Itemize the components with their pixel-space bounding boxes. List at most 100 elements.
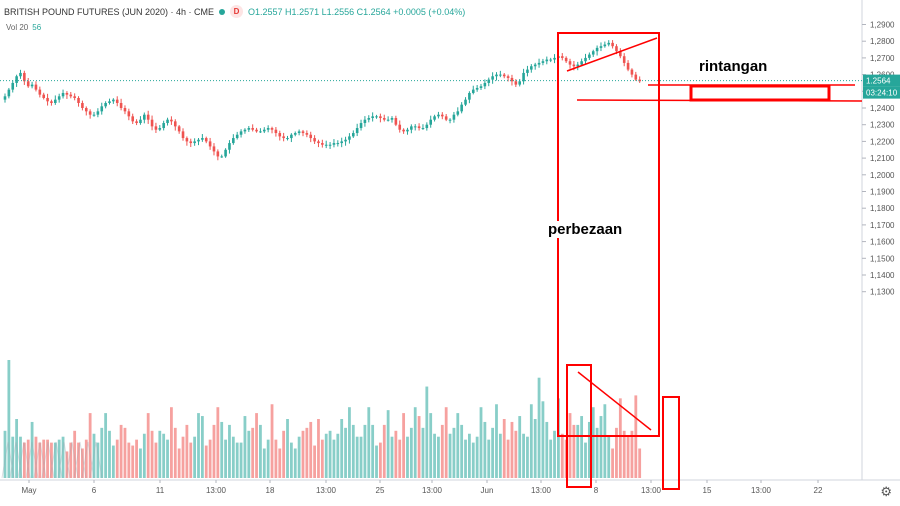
candle-body: [96, 111, 100, 115]
candle-body: [533, 64, 537, 67]
volume-bar: [622, 430, 626, 478]
volume-bar: [197, 413, 200, 478]
candle-body: [270, 128, 274, 130]
candle-body: [630, 69, 634, 75]
price-tick-label: 1,1700: [870, 221, 895, 230]
ohlc-readout: O1.2557 H1.2571 L1.2556 C1.2564 +0.0005 …: [248, 6, 466, 17]
candle-body: [541, 61, 545, 63]
time-tick-label: 11: [156, 486, 165, 495]
candle-body: [514, 81, 518, 85]
candle-body: [73, 96, 76, 98]
candle-body: [81, 102, 84, 108]
candle-body: [290, 134, 293, 139]
candle-body: [154, 126, 158, 130]
candle-body: [386, 119, 390, 121]
candle-body: [379, 116, 382, 119]
candle-body: [235, 134, 239, 139]
volume-bar: [402, 413, 406, 478]
candle-body: [293, 133, 297, 135]
current-price-label: 1.2564: [866, 77, 891, 86]
volume-bar: [286, 419, 289, 478]
watermark-stroke: [33, 441, 47, 479]
volume-bar: [522, 433, 525, 478]
volume-bar: [92, 433, 96, 478]
volume-bar: [448, 433, 452, 478]
candle-body: [181, 131, 185, 139]
volume-bar: [440, 424, 444, 478]
volume-bar: [390, 436, 394, 478]
candle-body: [375, 116, 378, 118]
volume-bar: [452, 427, 456, 478]
candle-body: [23, 72, 26, 82]
time-tick-label: 25: [376, 486, 385, 495]
time-tick-label: 15: [703, 486, 712, 495]
volume-bar: [53, 442, 57, 478]
candle-body: [11, 82, 15, 90]
volume-bar: [479, 407, 483, 478]
time-tick-label: 18: [266, 486, 275, 495]
candle-body: [201, 138, 204, 140]
candle-body: [112, 99, 115, 102]
volume-bar: [495, 404, 498, 478]
candle-body: [371, 116, 374, 119]
candle-body: [324, 144, 328, 146]
volume-bar: [425, 386, 429, 478]
gear-icon[interactable]: ⚙: [880, 484, 892, 499]
volume-bar: [429, 413, 433, 478]
candle-body: [599, 46, 603, 48]
volume-bar: [545, 421, 549, 478]
candle-body: [123, 108, 127, 112]
volume-bar: [185, 424, 189, 478]
volume-bar: [305, 427, 309, 478]
volume-bar: [417, 416, 421, 478]
volume-bar: [57, 439, 61, 478]
candle-body: [216, 151, 220, 157]
candle-body: [143, 114, 146, 120]
candle-body: [42, 94, 45, 98]
candle-body: [166, 119, 169, 124]
volume-bar: [177, 448, 181, 478]
volume-bar: [406, 436, 409, 478]
volume-bar: [193, 436, 197, 478]
candle-body: [301, 131, 305, 134]
volume-bar: [142, 433, 146, 478]
volume-bar: [502, 419, 506, 478]
candle-body: [611, 42, 614, 47]
volume-bar: [81, 448, 84, 478]
current-price-marker: [863, 74, 900, 87]
volume-bar: [15, 419, 19, 478]
price-tick-label: 1,2700: [870, 54, 895, 63]
volume-bar: [626, 436, 630, 478]
candle-body: [100, 106, 104, 112]
market-status-icon: [219, 8, 226, 15]
candle-body: [259, 131, 262, 133]
volume-bar: [158, 430, 162, 478]
volume-bar: [483, 421, 487, 478]
candle-body: [499, 74, 502, 76]
volume-bar: [170, 407, 173, 478]
volume-bar: [541, 401, 545, 478]
watermark-stroke: [65, 441, 79, 479]
volume-bar: [200, 416, 204, 478]
candle-body: [580, 61, 583, 65]
volume-bar: [464, 439, 467, 478]
time-tick-label: 13:00: [531, 486, 552, 495]
candle-body: [355, 128, 359, 134]
candle-body: [460, 104, 463, 112]
volume-bar: [50, 442, 53, 478]
volume-bar: [351, 424, 355, 478]
candle-body: [313, 138, 316, 142]
candle-body: [162, 123, 165, 129]
volume-bar: [529, 404, 533, 478]
volume-bar: [216, 407, 220, 478]
volume-bar: [266, 439, 270, 478]
price-tick-label: 1,1400: [870, 271, 895, 280]
volume-bar: [630, 430, 634, 478]
volume-bar: [468, 433, 471, 478]
volume-bar: [235, 442, 239, 478]
candle-body: [139, 119, 142, 124]
time-tick-label: 22: [814, 486, 823, 495]
symbol-title: BRITISH POUND FUTURES (JUN 2020) · 4h · …: [4, 6, 215, 17]
delayed-badge[interactable]: D: [230, 5, 244, 18]
